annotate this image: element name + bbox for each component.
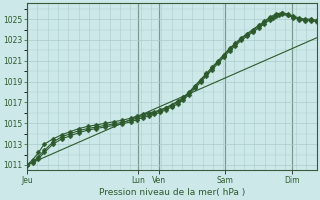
X-axis label: Pression niveau de la mer( hPa ): Pression niveau de la mer( hPa ) xyxy=(99,188,245,197)
